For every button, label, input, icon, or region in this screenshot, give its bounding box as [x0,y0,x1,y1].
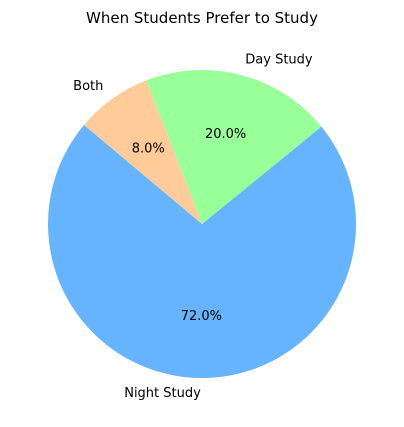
slice-label: Night Study [124,386,201,401]
pie-slices [48,70,356,378]
slice-percent-label: 8.0% [132,141,165,156]
slice-percent-label: 20.0% [205,127,246,142]
slice-percent-label: 72.0% [181,309,222,324]
chart-title: When Students Prefer to Study [86,9,318,27]
slice-label: Day Study [245,53,313,68]
slice-label: Both [73,79,103,94]
